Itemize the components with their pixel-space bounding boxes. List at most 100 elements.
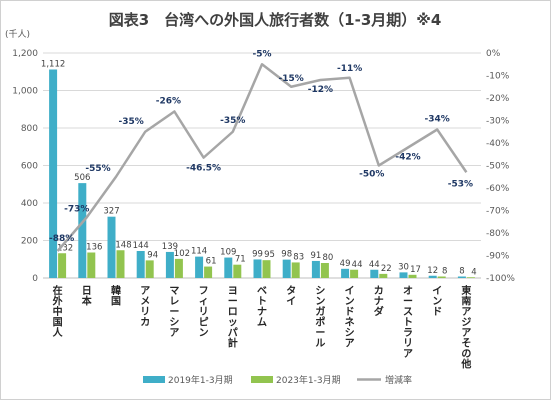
- category-label: アメリカ: [140, 285, 150, 329]
- bar-label-2019: 44: [369, 260, 380, 270]
- y-axis-ticks: 0 200 400 600 800 1,000 1,200: [12, 49, 38, 284]
- bar-label-2023: 94: [147, 250, 158, 260]
- y-tick-label: 800: [21, 124, 38, 134]
- category-label: ベトナム: [257, 285, 267, 329]
- legend-label-2023: 2023年1-3月期: [276, 374, 341, 386]
- bar-2019: [165, 251, 174, 278]
- bar-label-2019: 114: [191, 247, 207, 257]
- bar-label-2023: 4: [471, 267, 476, 277]
- bar-label-2019: 49: [340, 259, 351, 269]
- rate-label: -15%: [279, 74, 304, 84]
- bar-2023: [291, 262, 300, 278]
- bar-label-2023: 102: [174, 249, 190, 259]
- bar-2019: [136, 251, 145, 278]
- bar-2023: [204, 266, 213, 278]
- bar-2019: [370, 269, 379, 278]
- category-label: フィリピン: [199, 285, 209, 339]
- y2-tick-label: -90%: [486, 252, 510, 262]
- category-label: タイ: [286, 285, 296, 308]
- bar-2019: [195, 256, 204, 278]
- bar-label-2019: 98: [281, 250, 292, 260]
- rate-label: -34%: [425, 115, 450, 125]
- rate-label: -55%: [85, 164, 110, 174]
- y-tick-label: 400: [21, 199, 38, 209]
- bar-label-2023: 136: [86, 243, 102, 253]
- category-label: マレーシア: [169, 286, 179, 339]
- bar-label-2023: 17: [410, 265, 421, 275]
- y-axis-unit: (千人): [5, 29, 30, 40]
- y2-tick-label: -10%: [486, 72, 510, 82]
- bar-label-2023: 61: [206, 257, 217, 267]
- legend-label-rate: 増減率: [385, 374, 412, 386]
- bar-label-2023: 22: [381, 264, 392, 274]
- bar-label-2019: 506: [74, 173, 90, 183]
- bar-2019: [78, 183, 87, 278]
- bar-label-2023: 80: [322, 253, 333, 263]
- bar-2023: [174, 258, 183, 278]
- rate-label: -46.5%: [186, 164, 221, 174]
- rate-label: -26%: [156, 97, 181, 107]
- y2-tick-label: -100%: [486, 274, 515, 284]
- y-tick-label: 200: [21, 237, 38, 247]
- bar-2019: [224, 257, 233, 278]
- bar-label-2019: 12: [427, 266, 438, 276]
- bar-label-2023: 8: [442, 267, 447, 277]
- category-label: 在外中国人: [52, 284, 64, 339]
- bar-2023: [145, 260, 154, 278]
- bar-label-2019: 139: [162, 242, 178, 252]
- bar-2019: [282, 259, 291, 278]
- rate-label: -42%: [395, 153, 420, 163]
- y2-tick-label: -50%: [486, 162, 510, 172]
- bar-2023: [262, 260, 271, 278]
- gridlines: [43, 52, 481, 279]
- y-tick-label: 0: [32, 274, 38, 284]
- bar-label-2019: 8: [459, 267, 464, 277]
- chart-title: 図表3 台湾への外国人旅行者数（1-3月期）※4: [109, 11, 442, 29]
- bar-label-2023: 132: [57, 243, 73, 253]
- y2-axis-ticks: 0% -10% -20% -30% -40% -50% -60% -70% -80% -90% -1…: [486, 49, 515, 284]
- category-label: オーストラリア: [403, 285, 413, 360]
- bar-label-2023: 148: [115, 240, 131, 250]
- y-tick-label: 1,000: [12, 87, 38, 97]
- bar-2023: [408, 274, 417, 278]
- y-tick-label: 1,200: [12, 49, 38, 59]
- change-rate-line: [56, 63, 468, 252]
- rate-label: -12%: [308, 85, 333, 95]
- bar-2023: [437, 276, 446, 278]
- y2-tick-label: -30%: [486, 117, 510, 127]
- bar-label-2019: 1,112: [41, 60, 65, 70]
- rate-label: -53%: [448, 179, 473, 189]
- y2-tick-label: 0%: [486, 49, 501, 59]
- bar-label-2023: 83: [293, 252, 304, 262]
- category-label: 韓国: [111, 284, 121, 308]
- bar-2023: [379, 273, 388, 278]
- rate-label: -35%: [119, 117, 144, 127]
- bars: [49, 69, 475, 278]
- bar-label-2019: 327: [103, 207, 119, 217]
- legend: 2019年1-3月期 2023年1-3月期 増減率: [143, 374, 412, 386]
- legend-swatch-2019: [143, 376, 165, 383]
- bar-2023: [87, 252, 96, 278]
- legend-label-2019: 2019年1-3月期: [168, 374, 233, 386]
- y2-tick-label: -40%: [486, 139, 510, 149]
- bar-label-2019: 109: [220, 248, 236, 258]
- bar-2023: [116, 250, 125, 278]
- rate-label: -11%: [337, 64, 362, 74]
- y2-tick-label: -70%: [486, 207, 510, 217]
- bar-2023: [466, 277, 475, 278]
- bar-2019: [49, 69, 58, 278]
- rate-labels: -88% -73% -55% -35% -26% -46.5% -35% -5% -15% -12…: [49, 49, 473, 244]
- bar-label-2023: 95: [264, 250, 275, 260]
- y2-tick-label: -20%: [486, 94, 510, 104]
- rate-label: -73%: [64, 204, 89, 214]
- rate-label: -88%: [49, 234, 74, 244]
- bar-label-2023: 71: [235, 255, 246, 265]
- bar-label-2019: 144: [133, 241, 149, 251]
- category-label: カナダ: [374, 285, 384, 318]
- rate-label: -5%: [252, 49, 271, 59]
- bar-2019: [107, 216, 116, 278]
- category-label: 日本: [82, 285, 93, 308]
- bar-2019: [399, 272, 408, 278]
